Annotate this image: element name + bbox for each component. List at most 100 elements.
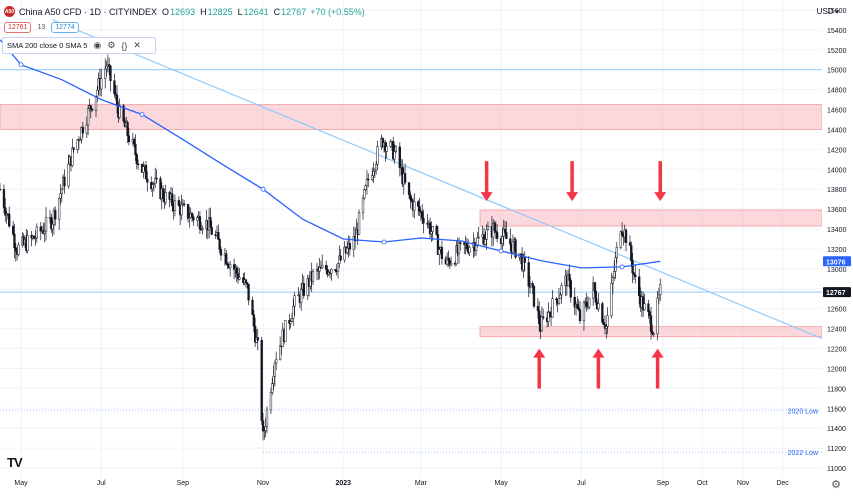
y-tick-label: 12200	[827, 347, 847, 354]
candle-body	[278, 345, 282, 360]
sell-button[interactable]: 12761	[4, 22, 32, 33]
settings-icon[interactable]: ⚙	[107, 40, 116, 50]
time-axis	[0, 478, 822, 498]
candle-body	[290, 318, 294, 322]
x-tick-label: Sep	[657, 480, 670, 487]
candle-body	[392, 141, 395, 160]
price-axis	[822, 0, 853, 498]
candle	[290, 312, 294, 322]
candle-body	[100, 78, 103, 90]
low-label: L	[237, 6, 243, 17]
candle-body	[339, 255, 342, 261]
candle-body	[624, 229, 628, 243]
y-tick-label: 15200	[827, 48, 847, 55]
buy-button[interactable]: 12774	[51, 22, 79, 33]
candle-body	[643, 303, 646, 311]
candle	[602, 318, 605, 326]
candle	[229, 261, 232, 277]
close-label: C	[273, 6, 281, 17]
candle-body	[430, 231, 433, 235]
candle-body	[151, 184, 154, 189]
candle-body	[115, 94, 119, 106]
candle-body	[418, 206, 421, 212]
candle-body	[606, 315, 609, 327]
up-arrow-head	[592, 348, 605, 358]
candle	[293, 292, 296, 316]
candle-body	[192, 216, 195, 221]
candle	[226, 262, 229, 269]
candle-body	[86, 108, 90, 126]
candle-body	[67, 163, 70, 187]
candle	[435, 224, 438, 236]
candle	[81, 121, 85, 138]
candle-body	[44, 217, 48, 232]
up-arrow-head	[533, 348, 546, 358]
candle	[252, 309, 255, 333]
candle	[155, 169, 158, 184]
candle	[428, 217, 432, 239]
candle-body	[171, 193, 174, 207]
close-icon[interactable]: ✕	[133, 40, 141, 50]
candle	[417, 200, 420, 216]
level-label: 2020 Low	[788, 408, 819, 415]
candle-body	[50, 217, 53, 230]
braces-icon[interactable]: {}	[121, 40, 128, 51]
candle	[126, 120, 129, 144]
candle	[576, 296, 579, 310]
candle	[615, 242, 618, 264]
candle	[365, 170, 369, 195]
candle	[588, 297, 591, 310]
candle-body	[17, 244, 20, 255]
candle	[421, 204, 424, 225]
tradingview-logo-icon: TV	[7, 455, 23, 470]
candle-body	[186, 204, 190, 219]
candle-body	[365, 178, 369, 187]
eye-icon[interactable]: ◉	[93, 40, 102, 50]
candle-body	[468, 247, 471, 253]
candle	[659, 278, 662, 302]
candle-body	[58, 198, 61, 220]
candle	[261, 413, 265, 441]
candle	[509, 228, 512, 252]
chart-settings-icon[interactable]: ⚙	[831, 479, 841, 491]
candle-body	[594, 290, 597, 303]
indicator-legend[interactable]: SMA 200 close 0 SMA 5 ◉ ⚙ {} ✕	[2, 37, 156, 54]
candle-body	[39, 226, 42, 232]
candle	[638, 268, 641, 305]
y-tick-label: 14400	[827, 127, 847, 134]
candle-body	[455, 245, 458, 264]
sma-200-line	[0, 39, 661, 269]
candle	[151, 182, 154, 197]
candle-body	[559, 294, 562, 299]
candle-body	[247, 283, 250, 301]
candle	[373, 167, 376, 179]
candle	[407, 182, 411, 199]
candle	[610, 272, 613, 319]
candle	[321, 254, 324, 269]
candle	[325, 260, 328, 274]
candle	[374, 160, 378, 175]
y-tick-label: 13800	[827, 187, 847, 194]
candle	[54, 206, 57, 226]
candle	[278, 336, 282, 361]
candle	[164, 184, 167, 206]
candle	[422, 209, 425, 234]
candle	[495, 224, 499, 243]
candle	[389, 139, 392, 149]
candle	[601, 301, 604, 324]
candle	[34, 230, 37, 246]
candle	[33, 235, 36, 240]
candle-body	[311, 270, 315, 282]
currency-selector[interactable]: USD	[817, 7, 839, 16]
level-label: 2022 Low	[788, 450, 819, 457]
candle	[494, 221, 497, 240]
candle	[315, 262, 319, 281]
candle	[501, 227, 504, 250]
open-value: 12693	[170, 6, 196, 17]
symbol-title[interactable]: China A50 CFD · 1D · CITYINDEX	[19, 6, 158, 17]
candle-body	[54, 210, 57, 220]
x-tick-label: 2023	[335, 480, 351, 487]
candle-body	[576, 304, 579, 309]
candle-body	[486, 225, 490, 231]
